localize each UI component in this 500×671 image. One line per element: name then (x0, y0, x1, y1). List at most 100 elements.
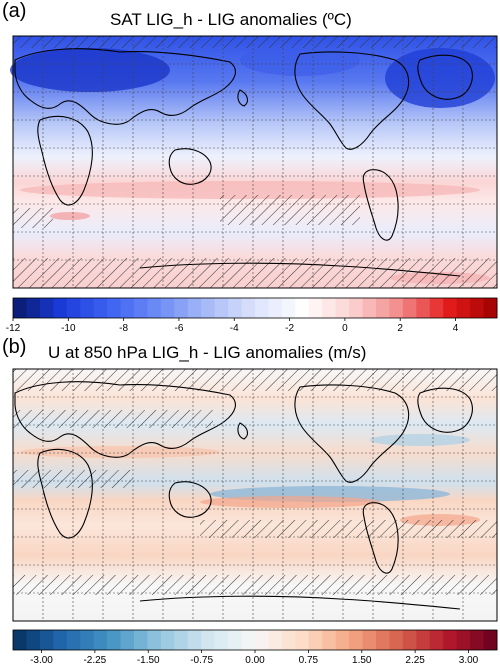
colorbar-a-tick-label: 0 (342, 323, 348, 334)
colorbar-a-tick-label: -8 (119, 323, 128, 334)
colorbar-a-cell (335, 298, 350, 318)
colorbar-b-cell (281, 630, 296, 650)
map-a (10, 35, 498, 289)
colorbar-a-cell (93, 298, 108, 318)
panel-a-label: (a) (2, 0, 27, 22)
colorbar-b-cell (402, 630, 417, 650)
colorbar-b-cell (214, 630, 229, 650)
colorbar-b-cell (255, 630, 269, 650)
colorbar-b-cell (376, 630, 390, 650)
colorbar-b-cell (241, 630, 256, 650)
colorbar-b-cell (13, 630, 27, 650)
colorbar-a-cell (120, 298, 135, 318)
colorbar-b-cell (268, 630, 283, 650)
colorbar-b-cell (107, 630, 122, 650)
colorbar-a-cell (429, 298, 444, 318)
colorbar-a-tick-label: 4 (453, 323, 459, 334)
colorbar-a-tick-label: -2 (285, 323, 294, 334)
colorbar-b-cell (483, 630, 498, 650)
colorbar-a-cell (160, 298, 175, 318)
colorbar-b: -3.00 -2.25 -1.50 -0.75 0.00 0.75 1.50 2.25 3.00 (12, 629, 498, 666)
colorbar-a-cell (362, 298, 377, 318)
colorbar-b-cell (80, 630, 95, 650)
colorbar-a-cell (416, 298, 431, 318)
colorbar-a-cell (214, 298, 229, 318)
colorbar-a-cell (349, 298, 364, 318)
grid-b (13, 369, 497, 621)
map-b (12, 368, 498, 622)
colorbar-a-tick-label: 2 (397, 323, 403, 334)
colorbar-a-cell (107, 298, 122, 318)
colorbar-b-tick-label: -3.00 (30, 655, 53, 666)
colorbar-a-cell (134, 298, 148, 318)
colorbar-b-cell (470, 630, 485, 650)
colorbar-a: -12 -10 -8 -6 -4 -2 0 2 4 (6, 297, 498, 334)
colorbar-a-tick-label: -10 (61, 323, 76, 334)
grid-a (13, 36, 497, 288)
colorbar-a-cell (80, 298, 95, 318)
colorbar-b-cell (429, 630, 444, 650)
colorbar-b-tick-label: -2.25 (83, 655, 106, 666)
colorbar-a-cell (147, 298, 162, 318)
colorbar-b-cell (93, 630, 108, 650)
colorbar-b-cell (308, 630, 323, 650)
colorbar-b-tick-label: 1.50 (352, 655, 372, 666)
colorbar-b-cell (295, 630, 310, 650)
colorbar-b-cell (456, 630, 471, 650)
colorbar-b-tick-label: 0.00 (245, 655, 265, 666)
colorbar-b-cell (228, 630, 243, 650)
colorbar-b-cell (389, 630, 404, 650)
colorbar-a-cell (402, 298, 417, 318)
colorbar-b-cell (53, 630, 68, 650)
colorbar-a-cell (228, 298, 243, 318)
colorbar-b-tick-label: 2.25 (405, 655, 425, 666)
colorbar-b-cell (349, 630, 364, 650)
colorbar-b-cell (147, 630, 162, 650)
colorbar-a-cell (456, 298, 471, 318)
colorbar-b-cell (322, 630, 337, 650)
colorbar-a-cell (174, 298, 189, 318)
colorbar-a-cell (308, 298, 323, 318)
colorbar-a-cell (322, 298, 337, 318)
colorbar-b-cell (66, 630, 81, 650)
colorbar-a-cell (268, 298, 283, 318)
colorbar-a-cell (26, 298, 41, 318)
colorbar-a-cell (53, 298, 68, 318)
colorbar-a-cell (483, 298, 498, 318)
colorbar-a-tick-label: -6 (174, 323, 183, 334)
colorbar-b-tick-label: 0.75 (299, 655, 319, 666)
colorbar-a-cell (66, 298, 81, 318)
colorbar-b-cell (120, 630, 135, 650)
colorbar-a-cell (389, 298, 404, 318)
colorbar-b-cell (335, 630, 350, 650)
colorbar-b-tick-label: -0.75 (190, 655, 213, 666)
colorbar-b-cell (443, 630, 458, 650)
colorbar-b-cell (174, 630, 189, 650)
colorbar-a-cell (201, 298, 216, 318)
panel-b-label: (b) (2, 336, 27, 358)
colorbar-a-cell (376, 298, 390, 318)
coastlines-b (14, 381, 473, 610)
colorbar-a-cell (13, 298, 27, 318)
colorbar-a-tick-label: -12 (6, 323, 21, 334)
colorbar-a-cell (443, 298, 458, 318)
colorbar-b-cell (416, 630, 431, 650)
panel-b-title: U at 850 hPa LIG_h - LIG anomalies (m/s) (48, 343, 367, 362)
colorbar-a-tick-label: -4 (230, 323, 239, 334)
colorbar-b-tick-label: 3.00 (459, 655, 479, 666)
colorbar-b-cell (134, 630, 148, 650)
panel-a-title: SAT LIG_h - LIG anomalies (ºC) (110, 10, 352, 29)
colorbar-b-cell (362, 630, 377, 650)
colorbar-a-cell (295, 298, 310, 318)
colorbar-b-cell (160, 630, 175, 650)
colorbar-a-cell (39, 298, 54, 318)
colorbar-b-cell (39, 630, 54, 650)
colorbar-a-cell (470, 298, 485, 318)
colorbar-b-cell (187, 630, 202, 650)
colorbar-b-cell (26, 630, 41, 650)
colorbar-a-cell (187, 298, 202, 318)
colorbar-a-cell (255, 298, 269, 318)
colorbar-b-tick-label: -1.50 (137, 655, 160, 666)
colorbar-a-cell (241, 298, 256, 318)
